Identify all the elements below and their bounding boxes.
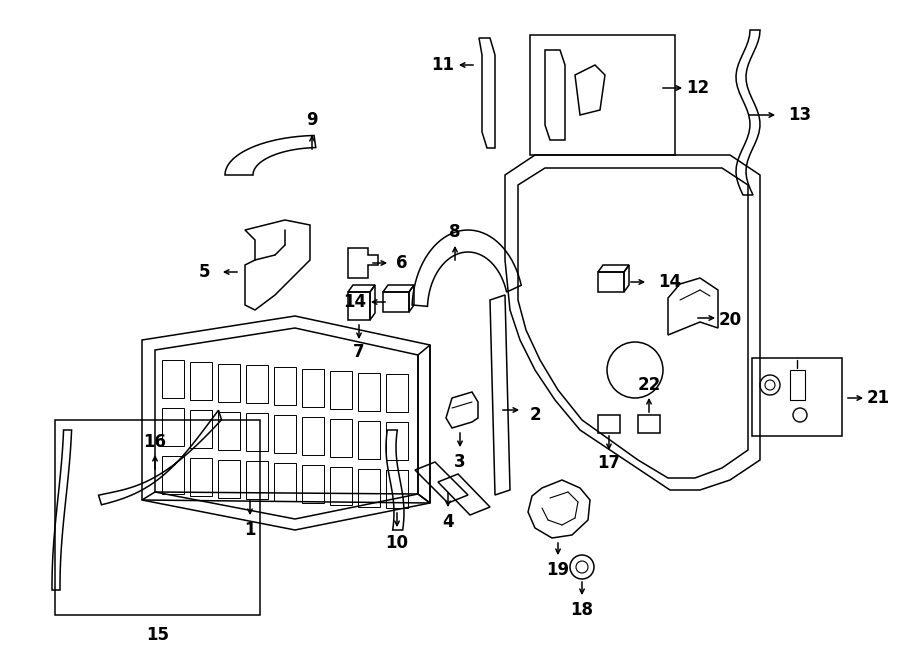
Bar [752, 358, 842, 436]
Text: 1: 1 [244, 521, 256, 539]
Text: 5: 5 [199, 263, 211, 281]
Text: 21: 21 [867, 389, 889, 407]
Text: 22: 22 [637, 376, 661, 394]
Text: 18: 18 [571, 601, 593, 619]
Bar [530, 35, 675, 155]
Text: 3: 3 [454, 453, 466, 471]
Text: 2: 2 [529, 406, 541, 424]
Text: 15: 15 [147, 626, 169, 644]
Text: 14: 14 [659, 273, 681, 291]
Text: 16: 16 [143, 433, 166, 451]
Bar [598, 272, 624, 292]
Text: 20: 20 [718, 311, 742, 329]
Text: 7: 7 [353, 343, 364, 361]
Text: 4: 4 [442, 513, 454, 531]
Text: 12: 12 [687, 79, 709, 97]
Bar [348, 292, 370, 320]
Bar [638, 415, 660, 433]
Text: 11: 11 [431, 56, 454, 74]
Text: 10: 10 [385, 534, 409, 552]
Text: 19: 19 [546, 561, 570, 579]
Text: 13: 13 [788, 106, 812, 124]
Text: 14: 14 [344, 293, 366, 311]
Bar [598, 415, 620, 433]
Text: 9: 9 [306, 111, 318, 129]
Text: 6: 6 [396, 254, 408, 272]
Bar [55, 420, 260, 615]
Text: 8: 8 [449, 223, 461, 241]
Text: 17: 17 [598, 454, 621, 472]
Bar [383, 292, 409, 312]
